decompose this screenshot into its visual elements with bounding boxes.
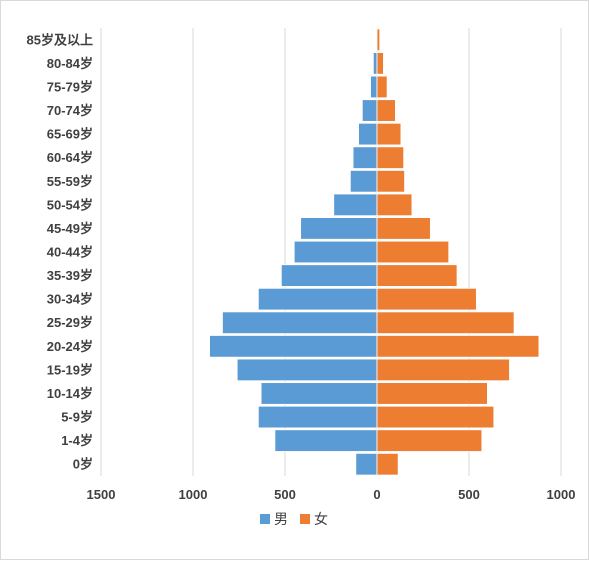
- bar-男-35-39岁: [280, 264, 378, 287]
- category-label: 10-14岁: [47, 386, 93, 401]
- category-label: 30-34岁: [47, 292, 93, 307]
- bar-男-75-79岁: [370, 75, 378, 99]
- bar-女-60-64岁: [376, 146, 405, 169]
- category-label: 80-84岁: [47, 56, 93, 71]
- bar-男-40-44岁: [293, 240, 378, 264]
- x-tick-label: 1000: [179, 487, 208, 502]
- bar-女-10-14岁: [376, 382, 488, 405]
- bar-女-75-79岁: [376, 75, 388, 99]
- bar-男-30-34岁: [257, 287, 378, 311]
- bar-男-15-19岁: [236, 358, 378, 382]
- bar-男-20-24岁: [209, 335, 378, 358]
- bar-男-55-59岁: [349, 170, 378, 193]
- bar-女-80-84岁: [376, 52, 384, 75]
- x-tick-label: 1000: [547, 487, 576, 502]
- bar-女-0岁: [376, 452, 399, 476]
- legend-swatch-0: [260, 514, 270, 524]
- bar-女-30-34岁: [376, 287, 477, 311]
- bar-女-25-29岁: [376, 311, 515, 334]
- category-label: 5-9岁: [61, 410, 93, 425]
- legend-swatch-1: [300, 514, 310, 524]
- bar-男-1-4岁: [274, 429, 378, 452]
- x-tick-label: 500: [274, 487, 296, 502]
- bar-女-70-74岁: [376, 99, 396, 122]
- category-label: 55-59岁: [47, 174, 93, 189]
- legend-label-1: 女: [314, 511, 328, 527]
- category-label: 20-24岁: [47, 339, 93, 354]
- bar-女-1-4岁: [376, 429, 483, 452]
- bar-男-60-64岁: [352, 146, 378, 169]
- legend-label-0: 男: [274, 511, 288, 527]
- bar-男-65-69岁: [358, 122, 378, 146]
- bar-男-50-54岁: [333, 193, 378, 217]
- bars-layer: [209, 28, 540, 476]
- bar-女-15-19岁: [376, 358, 510, 382]
- bar-男-10-14岁: [260, 382, 378, 405]
- category-label: 1-4岁: [61, 433, 93, 448]
- category-label: 35-39岁: [47, 268, 93, 283]
- category-label: 45-49岁: [47, 221, 93, 236]
- bar-女-5-9岁: [376, 405, 495, 429]
- category-label: 25-29岁: [47, 315, 93, 330]
- x-tick-label: 500: [458, 487, 480, 502]
- bar-女-40-44岁: [376, 240, 450, 264]
- bar-男-80-84岁: [372, 52, 378, 75]
- category-label: 15-19岁: [47, 362, 93, 377]
- x-axis-tick-labels: 1500 1000 500 0 500 1000: [87, 487, 576, 502]
- bar-女-35-39岁: [376, 264, 458, 287]
- category-label: 85岁及以上: [27, 32, 93, 47]
- category-label: 60-64岁: [47, 150, 93, 165]
- category-label: 0岁: [73, 457, 93, 472]
- x-tick-label: 1500: [87, 487, 116, 502]
- bar-男-70-74岁: [361, 99, 378, 122]
- bar-女-20-24岁: [376, 335, 540, 358]
- category-label: 40-44岁: [47, 245, 93, 260]
- bar-男-25-29岁: [222, 311, 378, 334]
- bar-男-45-49岁: [300, 217, 378, 240]
- bar-男-5-9岁: [257, 405, 378, 429]
- legend: 男女: [260, 511, 328, 527]
- bar-女-50-54岁: [376, 193, 413, 217]
- bar-女-65-69岁: [376, 122, 402, 146]
- category-label: 65-69岁: [47, 127, 93, 142]
- x-tick-label: 0: [373, 487, 380, 502]
- bar-女-45-49岁: [376, 217, 431, 240]
- bar-男-0岁: [355, 452, 378, 476]
- category-label: 50-54岁: [47, 197, 93, 212]
- bar-女-55-59岁: [376, 170, 406, 193]
- bar-女-85岁及以上: [376, 28, 381, 52]
- category-labels: 0岁 1-4岁 5-9岁 10-14岁 15-19岁 20-24岁 25-29岁 30-34岁…: [27, 32, 93, 471]
- category-label: 70-74岁: [47, 103, 93, 118]
- category-label: 75-79岁: [47, 79, 93, 94]
